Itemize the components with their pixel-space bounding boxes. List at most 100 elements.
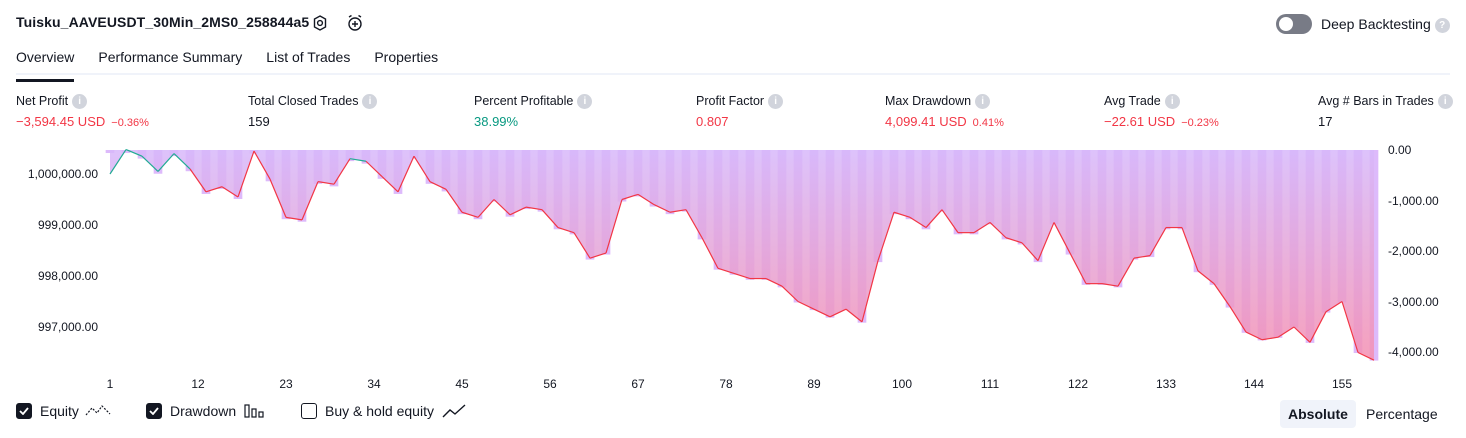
equity-line-segment [685, 209, 703, 239]
equity-line-segment [189, 168, 207, 193]
equity-line-segment [605, 199, 623, 254]
equity-line-segment [381, 176, 399, 193]
equity-line-segment [1005, 237, 1023, 244]
metric-value: 17 [1318, 114, 1333, 129]
equity-line-segment [1245, 331, 1263, 341]
equity-line-segment [477, 199, 495, 218]
equity-line-segment [541, 209, 559, 228]
equity-area [110, 149, 1374, 361]
equity-line-segment [845, 308, 863, 323]
equity-line-segment [317, 181, 335, 185]
equity-line-segment [765, 278, 783, 287]
equity-line-segment [237, 150, 255, 198]
absolute-mode-button[interactable]: Absolute [1280, 400, 1356, 428]
tab-performance-summary[interactable]: Performance Summary [98, 49, 243, 65]
metric-label: Avg Trade [1104, 94, 1161, 108]
equity-line-segment [365, 160, 383, 177]
equity-line-segment [397, 155, 415, 193]
legend-label: Buy & hold equity [325, 403, 434, 419]
equity-line-segment [1197, 270, 1215, 285]
metric-label: Total Closed Trades [248, 94, 359, 108]
equity-line-segment [1101, 283, 1119, 287]
equity-line-segment [733, 272, 751, 280]
equity-line-segment [269, 178, 287, 218]
equity-line-segment [669, 209, 687, 213]
equity-line-segment [893, 211, 911, 218]
metric-max-drawdown: Max Drawdown i 4,099.41 USD 0.41% [885, 93, 1004, 130]
info-icon[interactable]: i [72, 93, 88, 109]
deep-backtesting-label: Deep Backtesting [1321, 16, 1431, 32]
legend-equity[interactable]: Equity [16, 403, 111, 419]
metric-label: Avg # Bars in Trades [1318, 94, 1434, 108]
equity-line-segment [829, 308, 847, 318]
help-icon[interactable]: ? [1434, 17, 1450, 33]
left-axis-tick: 998,000.00 [37, 269, 98, 283]
x-axis-tick: 133 [1155, 377, 1177, 391]
metric-value: −3,594.45 USD [16, 114, 106, 129]
x-axis-tick: 67 [631, 377, 645, 391]
equity-line-segment [1293, 326, 1311, 343]
metric-value: 4,099.41 USD [885, 114, 967, 129]
info-icon[interactable]: i [1164, 93, 1180, 109]
x-axis-tick: 56 [543, 377, 557, 391]
info-icon[interactable]: i [768, 93, 784, 109]
equity-line-segment [253, 150, 271, 180]
equity-line-segment [1357, 351, 1375, 361]
equity-line-segment [1213, 283, 1231, 307]
x-axis-tick: 45 [455, 377, 469, 391]
info-icon[interactable]: i [1437, 93, 1453, 109]
equity-line-segment [461, 211, 479, 218]
equity-line-segment [621, 193, 639, 201]
metric-value: 0.807 [696, 114, 729, 129]
deep-backtesting-toggle[interactable] [1276, 14, 1312, 34]
x-axis-tick: 111 [980, 377, 1000, 391]
tab-list-of-trades[interactable]: List of Trades [266, 49, 351, 65]
equity-line-segment [973, 221, 991, 234]
equity-line-segment [813, 308, 831, 318]
equity-line-icon [85, 405, 111, 416]
equity-checkbox[interactable] [16, 403, 32, 419]
legend-buy-hold[interactable]: Buy & hold equity [301, 403, 466, 419]
equity-line-segment [1021, 242, 1039, 262]
equity-line-segment [333, 158, 351, 185]
x-axis-tick: 100 [891, 377, 913, 391]
equity-line-segment [173, 153, 191, 170]
equity-line-segment [589, 252, 607, 259]
right-axis-tick: -3,000.00 [1388, 294, 1439, 309]
tab-properties[interactable]: Properties [374, 49, 439, 65]
drawdown-checkbox[interactable] [146, 403, 162, 419]
tab-overview[interactable]: Overview [16, 48, 86, 82]
settings-button[interactable] [309, 12, 331, 34]
strategy-title: Tuisku_AAVEUSDT_30Min_2MS0_258844a5 [16, 14, 310, 30]
equity-line-segment [509, 206, 527, 216]
equity-drawdown-chart[interactable] [0, 140, 1466, 370]
metric-value: 38.99% [474, 114, 519, 129]
x-axis-tick: 12 [191, 377, 205, 391]
add-alert-button[interactable] [344, 12, 366, 34]
equity-line-segment [413, 155, 431, 182]
equity-line-segment [301, 181, 319, 221]
tab-bar: Overview Performance Summary List of Tra… [16, 48, 462, 82]
info-icon[interactable]: i [975, 93, 991, 109]
equity-line-segment [221, 186, 239, 198]
equity-line-segment [909, 216, 927, 229]
metric-percent: −0.23% [1181, 117, 1219, 129]
equity-line-segment [1181, 227, 1199, 272]
buy-hold-checkbox[interactable] [301, 403, 317, 419]
percentage-mode-button[interactable]: Percentage [1366, 406, 1438, 422]
x-axis-tick: 23 [279, 377, 293, 391]
left-axis-tick: 999,000.00 [37, 218, 98, 232]
right-axis-tick: -4,000.00 [1388, 345, 1439, 359]
metric-label: Max Drawdown [885, 94, 972, 108]
equity-line-segment [349, 158, 367, 162]
bar-chart-icon [244, 404, 264, 418]
x-axis-tick: 144 [1243, 377, 1265, 391]
deep-backtesting-row: Deep Backtesting? [1321, 16, 1450, 33]
info-icon[interactable]: i [362, 93, 378, 109]
left-axis-tick: 997,000.00 [37, 320, 98, 334]
equity-line-segment [125, 148, 143, 157]
legend-label: Equity [40, 403, 79, 419]
info-icon[interactable]: i [577, 93, 593, 109]
legend-drawdown[interactable]: Drawdown [146, 403, 266, 419]
metric-value: −22.61 USD [1104, 114, 1176, 129]
